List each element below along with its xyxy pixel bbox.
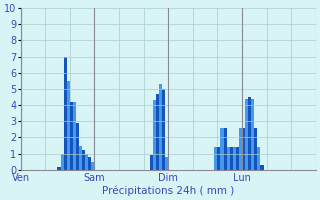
Bar [162, 89, 165, 170]
Bar [165, 157, 168, 170]
Bar [245, 99, 248, 170]
Bar [214, 147, 217, 170]
Bar [251, 99, 254, 170]
Bar [150, 155, 153, 170]
Bar [91, 162, 94, 170]
Bar [248, 97, 251, 170]
Bar [159, 84, 162, 170]
Bar [227, 147, 230, 170]
Bar [73, 102, 76, 170]
Bar [60, 154, 64, 170]
Bar [156, 94, 159, 170]
Bar [88, 157, 91, 170]
Bar [85, 154, 88, 170]
Bar [58, 167, 60, 170]
Bar [153, 100, 156, 170]
Bar [260, 165, 264, 170]
Bar [257, 147, 260, 170]
Bar [233, 147, 236, 170]
Bar [217, 147, 220, 170]
Bar [220, 128, 224, 170]
Bar [230, 147, 233, 170]
Bar [76, 123, 79, 170]
Bar [82, 150, 85, 170]
Bar [64, 57, 67, 170]
Bar [242, 128, 245, 170]
Bar [254, 128, 257, 170]
Bar [70, 102, 73, 170]
Bar [224, 128, 227, 170]
Bar [236, 147, 239, 170]
Bar [79, 146, 82, 170]
X-axis label: Précipitations 24h ( mm ): Précipitations 24h ( mm ) [102, 185, 234, 196]
Bar [67, 81, 70, 170]
Bar [239, 128, 242, 170]
